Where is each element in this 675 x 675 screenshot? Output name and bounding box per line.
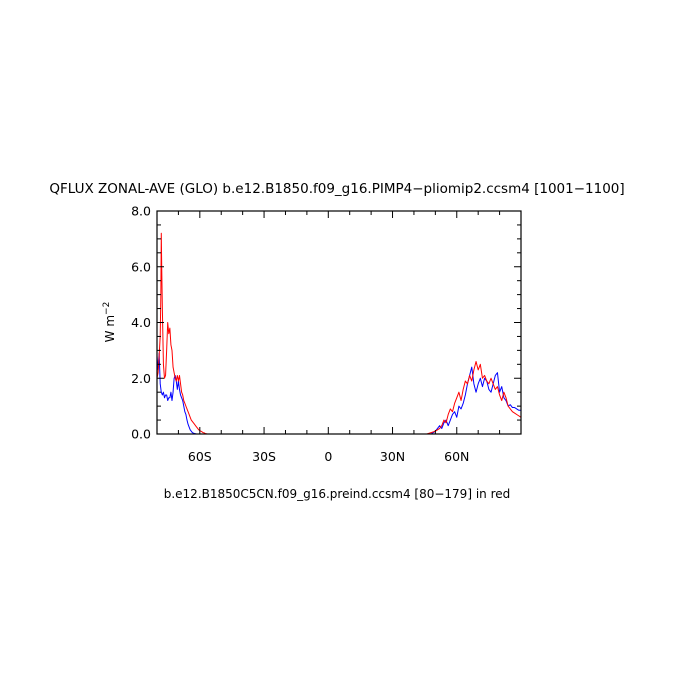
- y-axis-label-main: W m: [103, 315, 117, 342]
- x-tick-label: 60N: [444, 449, 469, 464]
- y-tick-label: 0.0: [131, 427, 151, 442]
- chart-subtitle: b.e12.B1850C5CN.f09_g16.preind.ccsm4 [80…: [164, 487, 511, 501]
- plot-area: 60S 30S 0 30N 60N 0.0 2.0 4.0 6.0 8.0: [131, 204, 522, 464]
- x-tick-label: 60S: [188, 449, 212, 464]
- series-line-blue: [157, 352, 521, 434]
- x-tick-label: 0: [324, 449, 332, 464]
- y-tick-label: 8.0: [131, 204, 151, 219]
- y-tick-label: 4.0: [131, 315, 151, 330]
- x-tick-label: 30N: [380, 449, 405, 464]
- y-axis-label-exponent: −2: [102, 302, 112, 315]
- chart-title: QFLUX ZONAL-AVE (GLO) b.e12.B1850.f09_g1…: [49, 181, 624, 197]
- series-line-red: [157, 232, 521, 434]
- y-axis-label: W m−2: [102, 302, 117, 343]
- y-tick-label: 2.0: [131, 371, 151, 386]
- y-tick-label: 6.0: [131, 259, 151, 274]
- x-tick-label: 30S: [252, 449, 276, 464]
